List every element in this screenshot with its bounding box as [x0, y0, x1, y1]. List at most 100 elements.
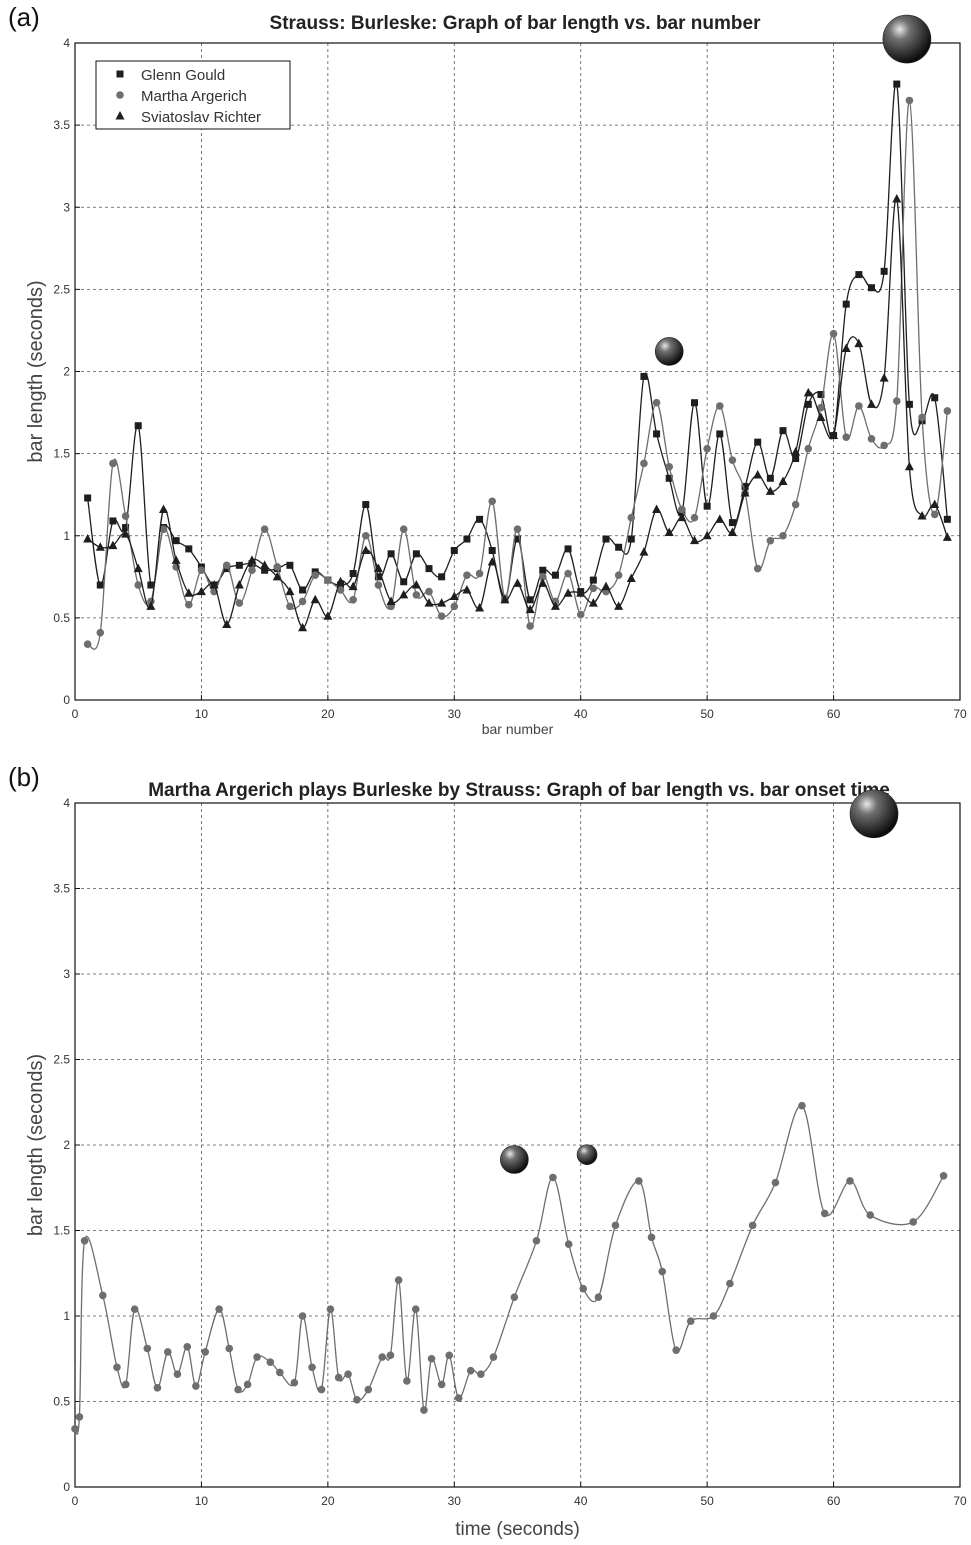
- y-tick-label: 2.5: [53, 1053, 70, 1067]
- panel-label-a: (a): [8, 2, 40, 32]
- point-gould: [172, 537, 180, 545]
- point-richter: [196, 586, 206, 596]
- point-argerich: [334, 1373, 343, 1382]
- point-argerich: [403, 1377, 411, 1385]
- y-tick-label: 3.5: [53, 882, 70, 896]
- point-argerich: [364, 1385, 373, 1394]
- point-richter: [159, 504, 168, 513]
- point-gould: [387, 550, 395, 558]
- point-argerich: [611, 1221, 620, 1230]
- point-gould: [602, 535, 610, 543]
- point-argerich: [109, 459, 117, 468]
- point-argerich: [589, 584, 598, 593]
- point-gould: [362, 501, 370, 509]
- point-richter: [879, 373, 889, 382]
- point-argerich: [867, 435, 876, 443]
- point-richter: [917, 511, 927, 520]
- point-argerich: [122, 1380, 130, 1389]
- point-richter: [222, 619, 232, 628]
- point-argerich: [215, 1305, 223, 1313]
- x-tick-label: 40: [574, 1494, 588, 1508]
- point-richter: [487, 557, 497, 566]
- point-argerich: [353, 1395, 361, 1404]
- legend-label: Martha Argerich: [141, 88, 247, 105]
- chart-title: Martha Argerich plays Burleske by Straus…: [148, 780, 890, 801]
- point-richter: [348, 581, 358, 591]
- point-richter: [234, 580, 244, 589]
- point-argerich: [130, 1305, 139, 1313]
- point-argerich: [420, 1406, 428, 1414]
- point-gould: [134, 422, 142, 430]
- point-richter: [310, 594, 320, 604]
- point-gould: [943, 515, 951, 523]
- point-richter: [323, 611, 333, 620]
- x-axis-label: time (seconds): [455, 1519, 580, 1540]
- y-tick-label: 2: [63, 1138, 70, 1152]
- point-argerich: [163, 1348, 172, 1356]
- point-gould: [741, 482, 749, 490]
- point-argerich: [234, 1385, 242, 1394]
- legend-marker: [115, 111, 125, 120]
- y-tick-label: 3: [63, 967, 70, 981]
- point-argerich: [80, 1236, 89, 1245]
- y-tick-label: 1: [63, 1309, 70, 1323]
- panel-a: (a) 0 10 20 30 40 50 60 70 0 0.5 1 1.5 2 2.5 3 3.5 4 Stra…: [0, 0, 971, 760]
- point-gould: [476, 515, 484, 523]
- point-gould: [716, 430, 724, 438]
- point-argerich: [690, 513, 699, 522]
- point-gould: [691, 399, 698, 407]
- point-argerich: [564, 569, 572, 578]
- point-richter: [803, 387, 813, 397]
- y-tick-label: 1.5: [53, 1224, 70, 1238]
- point-gould: [792, 455, 800, 463]
- point-gould: [488, 547, 496, 555]
- point-gould: [640, 372, 648, 380]
- point-gould: [766, 474, 774, 482]
- point-richter: [639, 547, 649, 556]
- point-argerich: [771, 1178, 780, 1187]
- y-tick-label: 3.5: [53, 118, 70, 132]
- point-richter: [209, 580, 219, 589]
- point-argerich: [564, 1240, 573, 1248]
- point-argerich: [820, 1209, 829, 1218]
- point-richter: [95, 542, 105, 551]
- point-gould: [703, 502, 711, 510]
- point-gould: [286, 561, 294, 569]
- panel-b: (b) 0 10 20 30 40 50 60 70 0 0.5 1 1.5 2 2.5 3 3.5 4 Mart…: [0, 760, 971, 1545]
- point-argerich: [829, 329, 838, 338]
- peak-sphere-marker: [849, 789, 899, 839]
- point-argerich: [324, 576, 332, 584]
- point-argerich: [99, 1291, 107, 1300]
- peak-sphere-marker: [654, 337, 684, 366]
- point-argerich: [273, 563, 282, 571]
- point-argerich: [532, 1236, 541, 1245]
- point-argerich: [286, 602, 294, 611]
- point-argerich: [614, 571, 623, 579]
- point-argerich: [253, 1353, 261, 1361]
- point-argerich: [672, 1346, 680, 1354]
- point-argerich: [658, 1267, 667, 1276]
- point-argerich: [260, 525, 269, 533]
- point-argerich: [918, 413, 926, 422]
- legend-marker: [116, 91, 124, 99]
- point-argerich: [71, 1425, 79, 1433]
- point-argerich: [909, 1218, 918, 1226]
- point-argerich: [454, 1394, 463, 1402]
- point-gould: [779, 427, 787, 435]
- point-richter: [550, 601, 560, 610]
- point-argerich: [647, 1233, 656, 1242]
- point-gould: [754, 438, 762, 446]
- x-tick-label: 40: [574, 707, 588, 721]
- point-richter: [601, 581, 611, 591]
- point-richter: [424, 598, 434, 607]
- point-argerich: [627, 513, 636, 522]
- point-richter: [677, 512, 687, 522]
- point-gould: [868, 284, 875, 292]
- point-argerich: [425, 587, 433, 596]
- point-argerich: [652, 398, 661, 407]
- point-argerich: [308, 1363, 316, 1372]
- point-gould: [261, 566, 269, 574]
- point-argerich: [846, 1177, 854, 1185]
- point-argerich: [75, 1413, 84, 1421]
- point-richter: [373, 563, 383, 573]
